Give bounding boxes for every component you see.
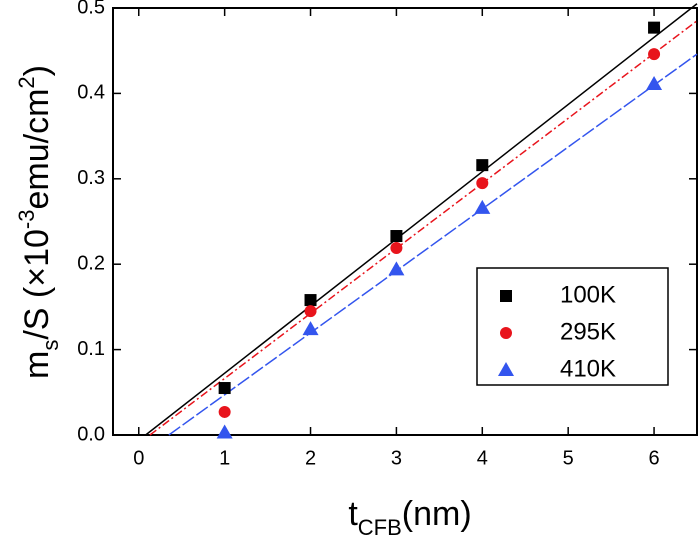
y-axis-label-part: emu/cm [18, 89, 56, 210]
x-tick-label: 2 [305, 447, 316, 469]
y-axis-label-part: ) [18, 65, 56, 76]
marker [304, 305, 317, 318]
plot-frame [112, 7, 698, 436]
x-tick-label: 1 [219, 447, 230, 469]
legend-label: 100K [560, 281, 616, 308]
y-tick-label: 0.0 [77, 423, 105, 445]
x-axis-label-part: t [348, 495, 358, 533]
fit-line [149, 20, 698, 436]
y-axis-label-part: -3 [14, 210, 39, 230]
marker [500, 290, 512, 302]
x-axis-label: tCFB(nm) [348, 495, 471, 539]
y-tick-label: 0.2 [77, 252, 105, 274]
x-tick-label: 3 [391, 447, 402, 469]
marker [218, 382, 231, 395]
marker [476, 177, 489, 190]
fit-line [145, 3, 698, 436]
marker [218, 405, 231, 418]
legend-box [476, 267, 669, 386]
fit-line [168, 53, 698, 436]
y-tick-label: 0.4 [77, 82, 105, 104]
marker [304, 294, 317, 307]
y-tick-label: 0.5 [77, 0, 105, 18]
marker [388, 261, 405, 276]
x-tick-label: 4 [477, 447, 488, 469]
x-axis-label-part: CFB [358, 515, 402, 539]
x-axis-label-part: (nm) [402, 495, 472, 533]
y-tick-label: 0.3 [77, 167, 105, 189]
marker [216, 424, 233, 439]
y-tick-label: 0.1 [77, 338, 105, 360]
x-tick-label: 6 [648, 447, 659, 469]
marker [390, 241, 403, 254]
marker [302, 321, 319, 336]
marker [648, 48, 661, 61]
y-axis-label-part: 2 [14, 76, 39, 88]
y-axis-label-part: s [38, 340, 63, 351]
marker [390, 230, 403, 243]
y-axis-label: ms/S (×10-3emu/cm2) [14, 65, 63, 379]
marker [500, 327, 512, 339]
y-axis-label-part: m [18, 351, 56, 379]
x-tick-label: 5 [563, 447, 574, 469]
legend-label: 295K [560, 318, 616, 345]
marker [648, 21, 661, 34]
marker [646, 76, 663, 91]
y-axis-label-part: /S (×10 [18, 229, 56, 340]
marker [476, 159, 489, 172]
marker [498, 362, 514, 376]
marker [474, 199, 491, 214]
legend-label: 410K [560, 355, 616, 382]
x-tick-label: 0 [133, 447, 144, 469]
